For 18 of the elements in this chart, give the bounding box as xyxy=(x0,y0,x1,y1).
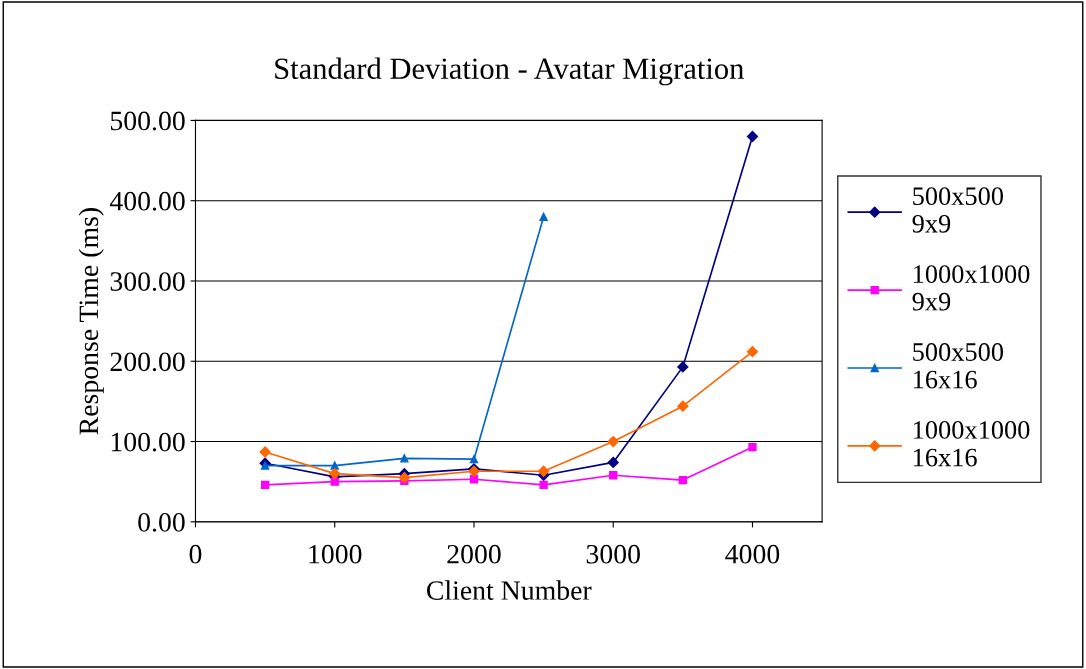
y-tick-label: 0.00 xyxy=(138,512,185,532)
x-tick-label: 2000 xyxy=(447,544,501,564)
x-tick-label: 3000 xyxy=(586,544,640,564)
y-tick-label: 300.00 xyxy=(110,272,185,292)
legend-label: 1000x1000 16x16 xyxy=(913,421,1030,467)
y-tick-label: 400.00 xyxy=(109,191,185,211)
x-tick-label: 1000 xyxy=(309,544,362,564)
legend-label: 500x500 9x9 xyxy=(912,187,1004,233)
y-tick-label: 500.00 xyxy=(110,111,185,131)
legend-label: 1000x1000 9x9 xyxy=(912,265,1030,311)
y-tick-label: 200.00 xyxy=(110,352,185,372)
x-tick-label: 0 xyxy=(189,544,202,564)
y-tick-label: 100.00 xyxy=(111,432,185,452)
x-axis-title: Client Number xyxy=(427,580,592,600)
x-tick-label: 4000 xyxy=(725,544,780,564)
y-axis-title: Response Time (ms) xyxy=(78,208,104,435)
legend-label: 500x500 16x16 xyxy=(913,343,1004,389)
chart-title: Standard Deviation - Avatar Migration xyxy=(275,57,744,86)
